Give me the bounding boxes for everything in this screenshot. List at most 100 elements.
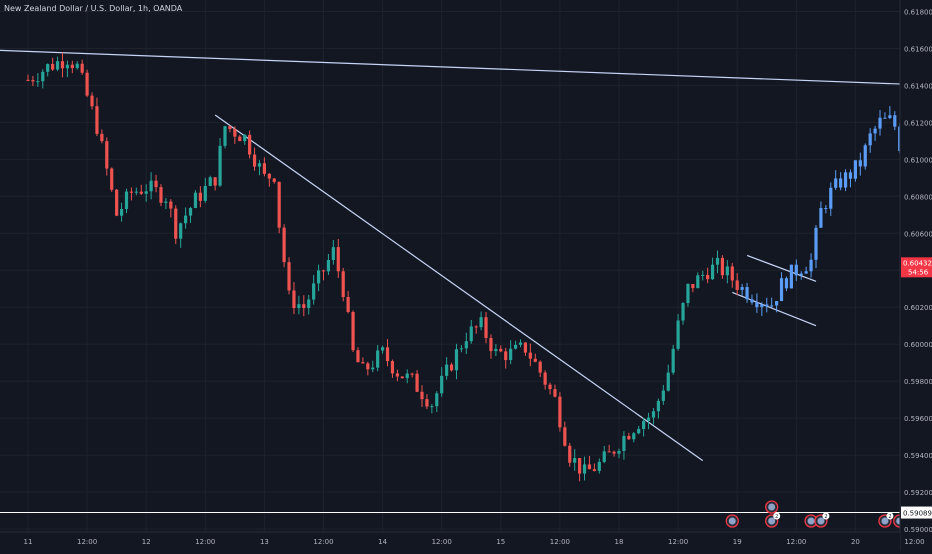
candle-body: [735, 280, 739, 290]
candle-body: [597, 461, 601, 471]
candle-body: [110, 168, 114, 190]
candle-body: [784, 278, 789, 289]
candle-body: [356, 350, 360, 363]
candle-body: [509, 348, 513, 361]
x-tick-label: 13: [260, 538, 269, 546]
candle-body: [775, 301, 779, 306]
x-tick-label: 18: [615, 538, 624, 546]
flag-upper: [746, 254, 817, 282]
candle-body: [637, 428, 641, 434]
candle-body: [292, 290, 296, 309]
candle-body: [843, 172, 848, 188]
candle-body: [149, 180, 153, 192]
candle-body: [302, 304, 306, 308]
candle-body: [484, 317, 488, 338]
candle-body: [218, 145, 222, 186]
candle-body: [779, 278, 784, 302]
candle-body: [558, 396, 562, 428]
event-icon-5[interactable]: 2: [814, 512, 830, 528]
candle-body: [381, 347, 385, 351]
candle-body: [617, 450, 621, 454]
candle-body: [858, 160, 862, 167]
candle-body: [164, 201, 168, 203]
y-tick-label: 0.59200: [904, 489, 932, 497]
candle-body: [592, 469, 596, 471]
candle-body: [430, 406, 434, 408]
candle-body: [499, 348, 503, 352]
x-tick-label: 12:00: [668, 538, 688, 546]
candle-body: [878, 117, 882, 129]
event-icon-2[interactable]: 2: [765, 512, 781, 528]
candle-body: [193, 192, 198, 208]
candle-body: [228, 126, 232, 130]
candle-body: [893, 115, 897, 127]
candle-body: [839, 178, 843, 188]
candle-body: [883, 117, 887, 119]
candle-body: [513, 344, 518, 349]
candle-body: [671, 348, 675, 373]
candle-body: [144, 191, 148, 194]
candle-body: [26, 79, 30, 81]
candle-body: [459, 348, 463, 350]
time-axis-bg: [0, 532, 900, 550]
candle-body: [804, 271, 808, 274]
x-tick-label: 12:00: [313, 538, 333, 546]
chart-title: New Zealand Dollar / U.S. Dollar, 1h, OA…: [4, 4, 183, 13]
x-tick-label: 12:00: [904, 538, 924, 546]
candle-body: [119, 209, 124, 216]
candle-body: [632, 433, 636, 440]
x-tick-label: 15: [496, 538, 505, 546]
candle-body: [710, 264, 715, 280]
candle-body: [75, 63, 79, 69]
candle-body: [454, 349, 459, 371]
candle-body: [425, 399, 429, 407]
y-tick-label: 0.60800: [904, 193, 932, 201]
y-tick-label: 0.60600: [904, 230, 932, 238]
x-tick-label: 12:00: [432, 538, 452, 546]
candle-body: [243, 134, 247, 142]
candle-body: [341, 271, 345, 298]
candle-body: [105, 141, 109, 169]
candle-body: [888, 115, 892, 119]
candle-body: [95, 106, 99, 134]
y-tick-label: 0.61200: [904, 119, 932, 127]
candle-body: [85, 72, 89, 96]
candle-body: [602, 451, 606, 462]
candle-body: [390, 361, 395, 374]
candle-body: [159, 187, 163, 203]
candle-body: [563, 427, 567, 446]
candle-body: [400, 376, 404, 379]
candle-body: [656, 400, 660, 412]
candle-body: [533, 358, 537, 362]
candle-body: [538, 361, 542, 373]
candle-body: [646, 417, 651, 421]
candle-body: [395, 373, 399, 377]
event-icon-6[interactable]: 2: [878, 512, 894, 528]
candle-body: [307, 299, 311, 308]
price-axis: 0.61800 0.61600 0.61400 0.61200 0.61000 0.608…: [899, 0, 932, 550]
candle-body: [706, 274, 710, 280]
y-tick-label: 0.59600: [904, 415, 932, 423]
event-icon-3[interactable]: [765, 500, 779, 514]
candle-body: [169, 201, 173, 209]
candle-body: [469, 326, 473, 342]
candle-body: [203, 185, 207, 201]
event-icon-1[interactable]: [725, 514, 739, 528]
candle-body: [730, 266, 734, 281]
candle-body: [863, 145, 867, 167]
candle-body: [31, 80, 35, 82]
candle-body: [829, 187, 833, 209]
last-price-tag: [901, 257, 932, 278]
candle-body: [573, 458, 577, 463]
candle-body: [405, 373, 409, 379]
candle-body: [765, 304, 769, 307]
x-tick-label: 19: [733, 538, 742, 546]
y-tick-label: 0.60000: [904, 341, 932, 349]
candle-body: [262, 163, 266, 174]
candle-body: [873, 128, 877, 134]
candle-body: [578, 458, 582, 474]
candle-body: [740, 287, 744, 290]
candle-body: [824, 208, 828, 210]
